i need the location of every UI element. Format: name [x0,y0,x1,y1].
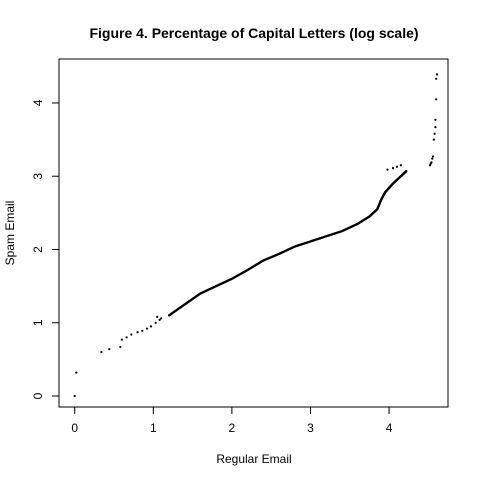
data-point [432,155,434,157]
data-point [434,126,436,128]
data-point [121,339,123,341]
y-tick-label: 0 [31,392,45,399]
y-tick-label: 1 [31,319,45,326]
x-tick-label: 2 [229,421,236,435]
y-axis-label: Spam Email [3,201,17,266]
data-point [119,346,121,348]
y-tick-label: 4 [31,99,45,106]
data-point [100,351,102,353]
data-point [436,73,438,75]
data-point [136,331,138,333]
data-point [74,395,76,397]
data-point [125,336,127,338]
data-point [75,371,77,373]
data-point [150,325,152,327]
data-point [146,328,148,330]
chart-title: Figure 4. Percentage of Capital Letters … [89,25,418,41]
data-point [431,158,433,160]
data-point [141,330,143,332]
x-tick-label: 4 [386,421,393,435]
x-tick-label: 1 [150,421,157,435]
x-tick-label: 0 [71,421,78,435]
data-point [400,164,402,166]
data-point [435,98,437,100]
data-point [435,78,437,80]
x-axis-label: Regular Email [216,452,291,466]
data-point [434,119,436,121]
data-point [386,169,388,171]
data-point [130,333,132,335]
data-point [156,316,158,318]
data-point [160,317,162,319]
data-point [155,322,157,324]
data-point [430,161,432,163]
x-tick-label: 3 [307,421,314,435]
data-point [405,170,407,172]
data-point [434,133,436,135]
data-point [392,167,394,169]
data-point [108,348,110,350]
y-tick-label: 2 [31,246,45,253]
data-point [396,166,398,168]
data-point [433,138,435,140]
y-tick-label: 3 [31,173,45,180]
